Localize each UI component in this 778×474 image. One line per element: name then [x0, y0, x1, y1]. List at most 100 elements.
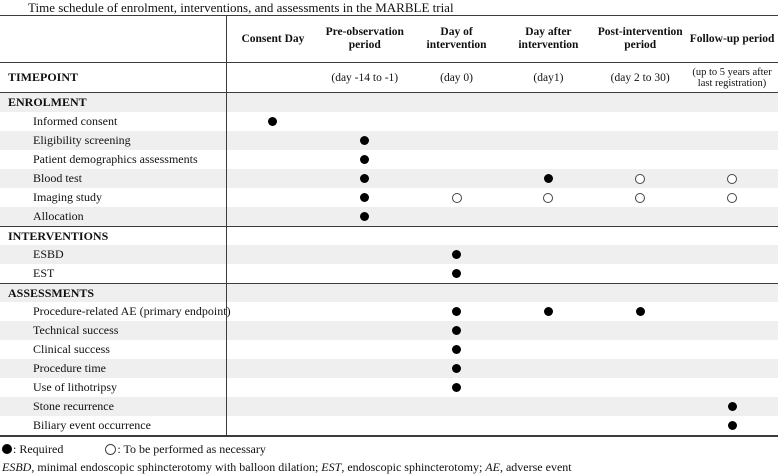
section-row: ENROLMENT	[0, 93, 778, 112]
mark-cell-2-2	[411, 131, 503, 150]
abbreviation: EST	[321, 460, 342, 474]
row-label: Technical success	[33, 323, 119, 337]
section-row: INTERVENTIONS	[0, 226, 778, 245]
required-dot-icon	[360, 136, 370, 145]
mark-cell-9-0	[227, 264, 319, 283]
mark-cell-11-2	[411, 302, 503, 321]
table-body: ENROLMENT Informed consent Eligibility scr…	[0, 93, 778, 435]
mark-cell-11-1	[319, 302, 411, 321]
row-label-cell: Imaging study	[0, 188, 227, 207]
timepoint-cell-1: (day -14 to -1)	[319, 63, 411, 92]
legend: : Required : To be performed as necessary	[0, 437, 778, 458]
column-header-cell-4: Post-intervention period	[594, 16, 686, 62]
as-necessary-circle-icon	[635, 173, 646, 184]
mark-cell-17-1	[319, 416, 411, 435]
mark-cell-7-2	[411, 227, 503, 245]
mark-cell-1-2	[411, 112, 503, 131]
row-label: Procedure-related AE (primary endpoint)	[33, 304, 231, 318]
row-label-cell: ENROLMENT	[0, 93, 227, 112]
legend-item-open: : To be performed as necessary	[105, 442, 266, 457]
required-dot-icon	[452, 307, 462, 316]
timepoint-row: TIMEPOINT (day -14 to -1) (day 0) (day1) (d…	[0, 63, 778, 93]
footnote: ESBD, minimal endoscopic sphincterotomy …	[0, 458, 778, 474]
mark-cell-4-4	[594, 169, 686, 188]
as-necessary-circle-icon	[727, 192, 738, 203]
table-row: Use of lithotripsy	[0, 378, 778, 397]
mark-cell-0-4	[594, 93, 686, 112]
required-dot-icon	[727, 402, 737, 411]
mark-cell-15-5	[686, 378, 778, 397]
legend-item-filled: : Required	[2, 442, 63, 457]
mark-cell-8-4	[594, 245, 686, 264]
row-label: Blood test	[33, 171, 83, 185]
row-label-cell: Procedure-related AE (primary endpoint)	[0, 302, 231, 321]
mark-cell-0-1	[319, 93, 411, 112]
mark-cell-12-1	[319, 321, 411, 340]
row-label-cell: Blood test	[0, 169, 227, 188]
timepoint-label: TIMEPOINT	[8, 70, 79, 84]
required-dot-icon	[452, 269, 462, 278]
row-label-cell: Patient demographics assessments	[0, 150, 227, 169]
mark-cell-15-2	[411, 378, 503, 397]
row-label-cell: ESBD	[0, 245, 227, 264]
mark-cell-8-2	[411, 245, 503, 264]
mark-cell-10-5	[686, 284, 778, 302]
timepoint-cell-2: (day 0)	[411, 63, 503, 92]
mark-cell-9-2	[411, 264, 503, 283]
section-row: ASSESSMENTS	[0, 283, 778, 302]
mark-cell-1-5	[686, 112, 778, 131]
legend-text: : To be performed as necessary	[117, 441, 266, 456]
mark-cell-16-1	[319, 397, 411, 416]
mark-cell-5-2	[411, 188, 503, 207]
mark-cell-14-3	[502, 359, 594, 378]
mark-cell-15-0	[227, 378, 319, 397]
row-label-cell: Clinical success	[0, 340, 227, 359]
column-header-label: Day after intervention	[518, 26, 579, 51]
as-necessary-circle-icon	[105, 443, 117, 455]
timepoint-text: (day -14 to -1)	[331, 71, 399, 84]
row-label-cell: Stone recurrence	[0, 397, 227, 416]
timepoint-cell-0	[227, 63, 319, 92]
mark-cell-14-4	[594, 359, 686, 378]
mark-cell-2-5	[686, 131, 778, 150]
mark-cell-16-5	[686, 397, 778, 416]
mark-cell-4-3	[502, 169, 594, 188]
row-label-cell: Informed consent	[0, 112, 227, 131]
mark-cell-6-0	[227, 207, 319, 226]
required-dot-icon	[452, 326, 462, 335]
mark-cell-7-1	[319, 227, 411, 245]
row-label-cell: INTERVENTIONS	[0, 227, 227, 245]
mark-cell-9-3	[502, 264, 594, 283]
as-necessary-circle-icon	[543, 192, 554, 203]
mark-cell-5-3	[502, 188, 594, 207]
mark-cell-9-5	[686, 264, 778, 283]
mark-cell-14-5	[686, 359, 778, 378]
mark-cell-5-4	[594, 188, 686, 207]
footnote-text: , minimal endoscopic sphincterotomy with…	[31, 460, 322, 474]
mark-cell-11-3	[502, 302, 594, 321]
required-dot-icon	[635, 307, 645, 316]
required-dot-icon	[452, 383, 462, 392]
column-header-row: Consent Day Pre-observation period Day of …	[0, 16, 778, 63]
mark-cell-13-4	[594, 340, 686, 359]
mark-cell-16-2	[411, 397, 503, 416]
mark-cell-3-1	[319, 150, 411, 169]
mark-cell-3-5	[686, 150, 778, 169]
mark-cell-7-4	[594, 227, 686, 245]
table-row: EST	[0, 264, 778, 283]
mark-cell-6-1	[319, 207, 411, 226]
table-row: Procedure time	[0, 359, 778, 378]
mark-cell-6-4	[594, 207, 686, 226]
mark-cell-3-2	[411, 150, 503, 169]
column-header-label: Consent Day	[241, 32, 305, 45]
mark-cell-7-3	[502, 227, 594, 245]
mark-cell-6-5	[686, 207, 778, 226]
required-dot-icon	[727, 421, 737, 430]
table-row: Imaging study	[0, 188, 778, 207]
abbreviation: AE	[485, 460, 500, 474]
mark-cell-12-5	[686, 321, 778, 340]
timepoint-cell-4: (day 2 to 30)	[594, 63, 686, 92]
header-label-spacer	[0, 16, 227, 62]
mark-cell-11-0	[227, 302, 319, 321]
mark-cell-1-3	[502, 112, 594, 131]
